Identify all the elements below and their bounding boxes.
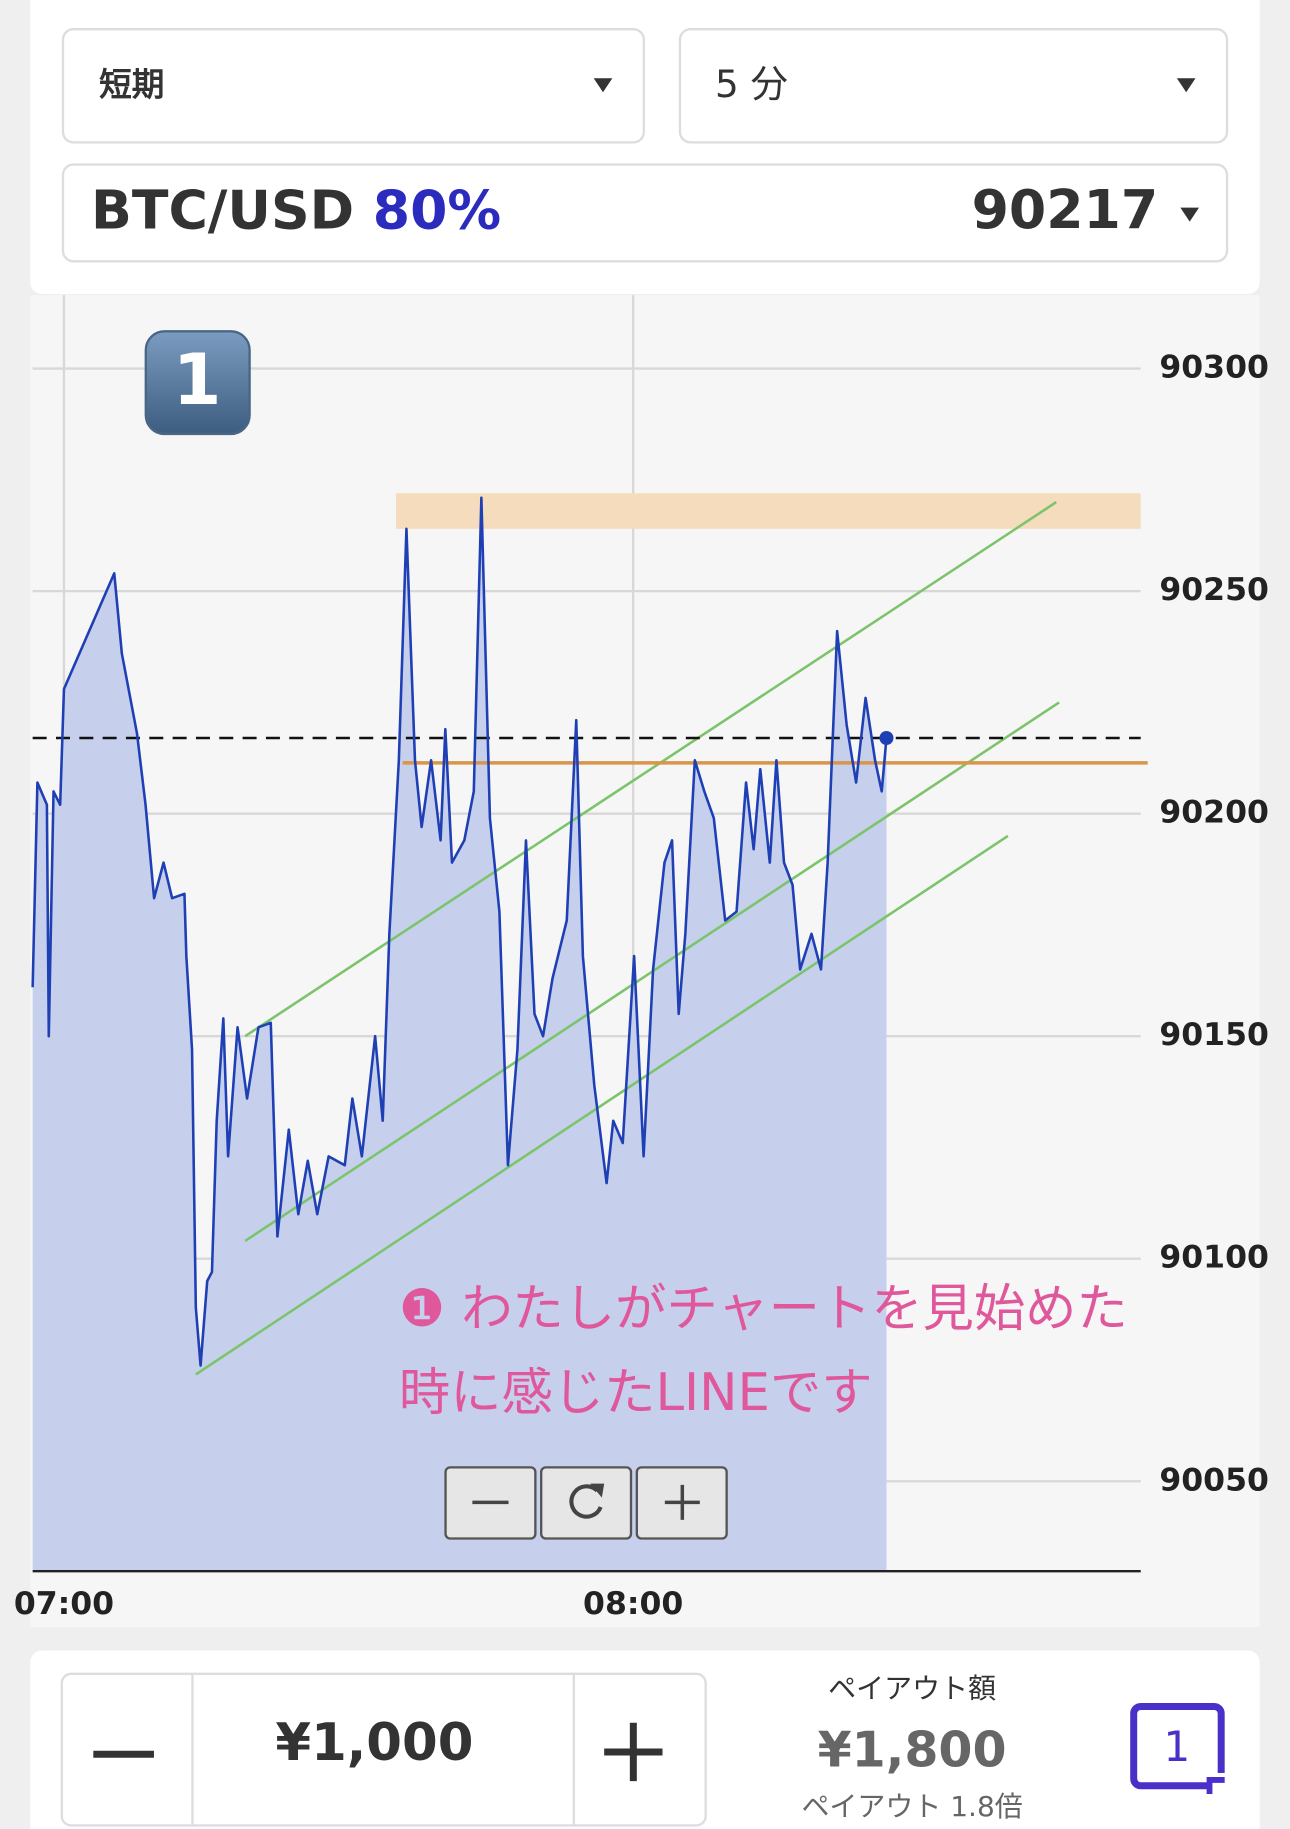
select-box[interactable] [61, 163, 1229, 263]
counter-text: 1 [1164, 1722, 1191, 1771]
counter-corner [1206, 1777, 1225, 1794]
x-tick-label: 08:00 [583, 1586, 683, 1622]
badge-text: 1 [173, 339, 222, 421]
payout-label: ペイアウト額 [828, 1672, 996, 1705]
pair-select[interactable]: BTC/USD 80% 90217 [61, 163, 1229, 263]
payout-multiplier: ペイアウト 1.8倍 [801, 1790, 1022, 1823]
interval-text: 5 分 [715, 62, 788, 106]
y-tick-label: 90050 [1159, 1462, 1269, 1498]
price-line [31, 496, 888, 1367]
reset-arrow [590, 1483, 605, 1498]
badge [144, 330, 251, 436]
y-tick-label: 90150 [1159, 1017, 1269, 1053]
reset-icon [569, 1484, 603, 1519]
y-tick-label: 90250 [1159, 572, 1269, 608]
dropdown-arrow [1180, 207, 1200, 222]
interval-select[interactable]: 5 分 [678, 28, 1229, 144]
select-box[interactable] [678, 28, 1229, 144]
dropdown-arrow [593, 78, 613, 93]
position-counter[interactable]: 1 [1130, 1702, 1228, 1794]
resistance-zone [395, 493, 1141, 529]
payout-rate: 80% [373, 178, 501, 241]
counter-frame [1130, 1702, 1225, 1790]
payout-amount: ¥1,800 [818, 1722, 1007, 1779]
area-fill [32, 497, 887, 1572]
price: 90217 [972, 178, 1159, 241]
y-tick-label: 90300 [1159, 350, 1269, 386]
dropdown-arrow [1176, 78, 1196, 93]
pair-label: BTC/USD 80% [91, 178, 501, 241]
annotation: 時に感じたLINEです [399, 1363, 873, 1423]
annotation: ❶ わたしがチャートを見始めた [399, 1279, 1128, 1339]
reset-button[interactable] [540, 1466, 633, 1540]
y-tick-label: 90200 [1159, 795, 1269, 831]
current-point [879, 731, 894, 745]
trend-line [244, 501, 1057, 1038]
trend-line [195, 834, 1009, 1376]
term-select[interactable]: 短期 [61, 28, 645, 144]
decrease-button[interactable] [63, 1675, 191, 1824]
zoom-controls [444, 1466, 728, 1540]
plot: 90050 90100 90150 90200 90250 90300 07:00 08:00 [14, 295, 1269, 1622]
select-box[interactable] [61, 28, 645, 144]
amount[interactable]: ¥1,000 [275, 1713, 473, 1773]
pair: BTC/USD [91, 178, 354, 241]
x-tick-label: 07:00 [14, 1586, 114, 1622]
y-tick-label: 90100 [1159, 1240, 1269, 1276]
amount-box [60, 1672, 707, 1827]
term-text: 短期 [99, 65, 164, 103]
